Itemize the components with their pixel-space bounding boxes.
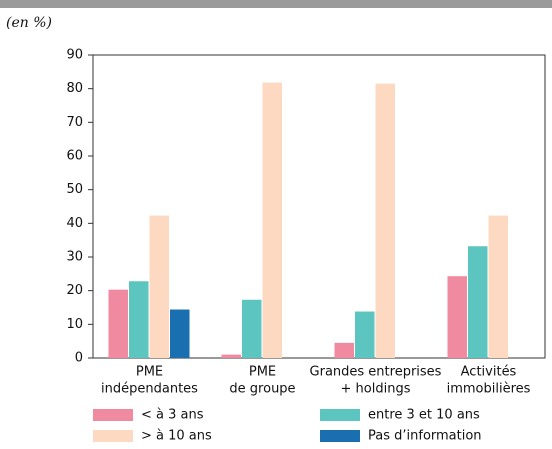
y-tick-label: 40 [66, 216, 83, 231]
bar [468, 246, 488, 358]
y-tick-label: 10 [66, 317, 83, 332]
x-tick-label: Grandes entreprises [310, 365, 442, 380]
x-tick-label: PME [249, 365, 276, 380]
bar [242, 299, 262, 358]
chart-subtitle: (en %) [6, 15, 52, 31]
x-tick-label: Activités [461, 365, 517, 380]
legend-swatch [320, 409, 360, 421]
y-tick-label: 30 [66, 250, 83, 265]
header-band [0, 0, 552, 8]
bar [447, 276, 467, 358]
legend-label: > à 10 ans [141, 429, 212, 444]
bar [129, 281, 149, 358]
legend-swatch [93, 409, 133, 421]
bar [170, 309, 190, 358]
y-tick-label: 60 [66, 149, 83, 164]
y-tick-label: 20 [66, 283, 83, 298]
bar [355, 311, 375, 358]
bar [221, 354, 241, 358]
y-tick-label: 90 [66, 48, 83, 63]
y-tick-label: 0 [75, 351, 83, 366]
x-tick-label: + holdings [341, 382, 411, 397]
plot-frame [92, 54, 546, 359]
bar [334, 342, 354, 358]
legend-label: entre 3 et 10 ans [368, 408, 480, 423]
y-tick-label: 50 [66, 182, 83, 197]
legend-swatch [320, 430, 360, 442]
x-tick-label: de groupe [229, 382, 295, 397]
legend-swatch [93, 430, 133, 442]
x-tick-label: immobilières [447, 382, 531, 397]
bar [108, 289, 128, 358]
bar [149, 215, 169, 358]
bar [375, 83, 395, 358]
legend-label: < à 3 ans [141, 408, 204, 423]
x-tick-label: indépendantes [101, 382, 198, 397]
bar [488, 215, 508, 358]
x-tick-label: PME [136, 365, 163, 380]
y-tick-label: 70 [66, 115, 83, 130]
bar [262, 82, 282, 359]
y-tick-label: 80 [66, 81, 83, 96]
legend-label: Pas d’information [368, 429, 482, 444]
